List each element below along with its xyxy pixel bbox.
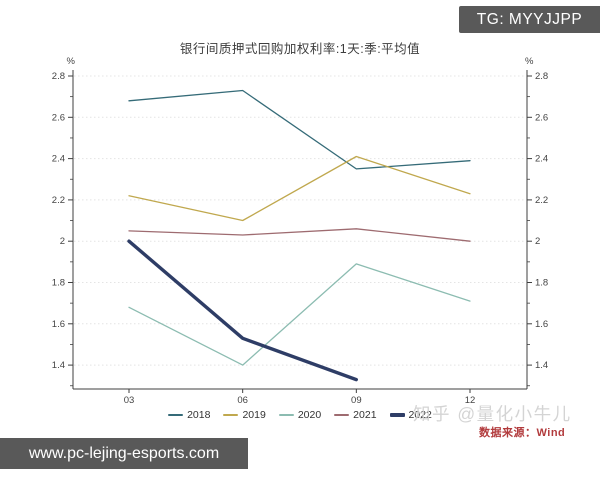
- legend-swatch-icon: [389, 413, 405, 417]
- y-tick-label-right: 1.8: [535, 278, 548, 289]
- legend-item-2018: 2018: [168, 409, 210, 421]
- y-tick-label-right: 2.2: [535, 195, 548, 206]
- tg-badge: TG: MYYJJPP: [459, 6, 600, 33]
- legend-label: 2021: [353, 409, 377, 421]
- series-line-2022: [127, 239, 358, 382]
- series-line-2018: [128, 89, 471, 170]
- y-tick-label-right: 1.4: [535, 360, 548, 371]
- legend-item-2020: 2020: [278, 409, 322, 421]
- legend-item-2021: 2021: [334, 409, 377, 421]
- y-tick-label-right: 2.8: [535, 71, 548, 82]
- legend-label: 2019: [242, 409, 266, 421]
- site-watermark: 知乎 @量化小牛儿: [413, 404, 572, 424]
- legend-item-2022: 2022: [389, 409, 432, 421]
- legend-label: 2018: [187, 409, 211, 421]
- y-tick-label-left: 2.8: [52, 71, 65, 82]
- y-tick-label-left: 2.4: [52, 154, 65, 165]
- y-tick-label-left: 1.6: [52, 319, 65, 330]
- legend-label: 2020: [297, 409, 322, 421]
- legend-swatch-icon: [168, 414, 184, 416]
- y-tick-label-left: 1.8: [52, 278, 65, 289]
- y-tick-label-right: 2.6: [535, 112, 548, 123]
- x-tick-label: 03: [124, 395, 135, 406]
- url-watermark: www.pc-lejing-esports.com: [0, 438, 248, 469]
- y-tick-label-right: 1.6: [535, 319, 548, 330]
- y-tick-label-left: 2.6: [52, 112, 65, 123]
- legend-swatch-icon: [223, 414, 239, 416]
- y-tick-label-right: 2.4: [535, 154, 548, 165]
- unit-label-left: %: [67, 56, 76, 67]
- series-line-2020: [128, 263, 471, 366]
- y-tick-label-left: 1.4: [52, 360, 65, 371]
- legend-label: 2022: [408, 409, 432, 421]
- legend-swatch-icon: [334, 414, 350, 416]
- y-tick-label-right: 2: [535, 236, 540, 247]
- x-tick-label: 12: [465, 395, 476, 406]
- data-source-label: 数据来源：Wind: [479, 427, 566, 439]
- legend-swatch-icon: [278, 414, 294, 416]
- series-line-2019: [128, 155, 471, 222]
- x-tick-label: 09: [351, 395, 362, 406]
- series-line-2021: [128, 228, 471, 242]
- chart-legend: 2018 2019 2020 2021 2022: [0, 409, 600, 421]
- y-tick-label-left: 2: [60, 236, 65, 247]
- unit-label-right: %: [525, 56, 534, 67]
- chart-title: 银行间质押式回购加权利率:1天:季:平均值: [179, 42, 421, 56]
- legend-item-2019: 2019: [223, 409, 266, 421]
- y-tick-label-left: 2.2: [52, 195, 65, 206]
- x-tick-label: 06: [237, 395, 248, 406]
